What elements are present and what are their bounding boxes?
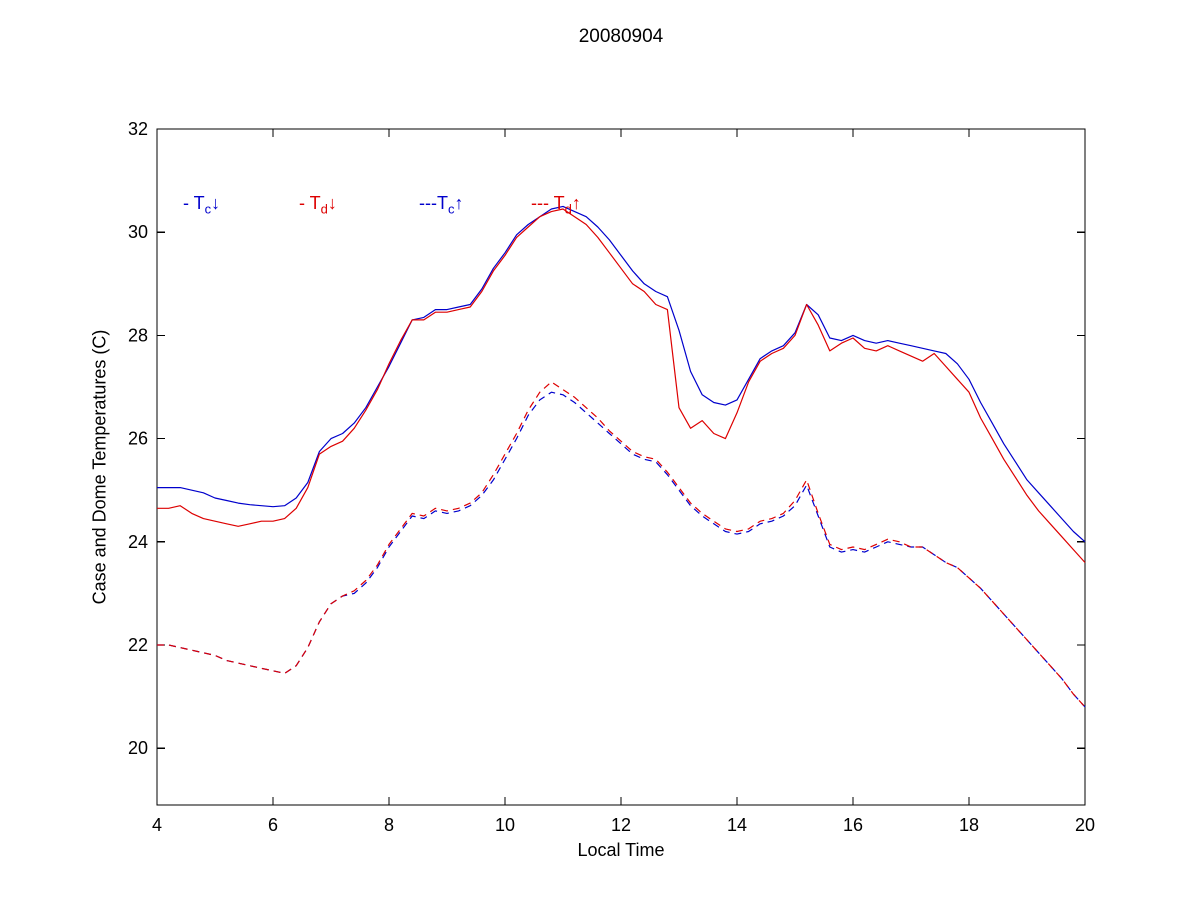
x-tick-label: 18 <box>959 815 979 835</box>
down-arrow-icon: ↓ <box>327 193 337 213</box>
legend-dash: ---T <box>419 193 448 213</box>
y-tick-label: 28 <box>128 325 148 345</box>
x-axis-label: Local Time <box>577 840 665 860</box>
y-tick-label: 30 <box>128 222 148 242</box>
legend-dash: --- T <box>531 193 565 213</box>
y-tick-label: 26 <box>128 429 148 449</box>
x-tick-label: 6 <box>268 815 278 835</box>
legend-subscript: c <box>204 201 212 217</box>
y-tick-label: 24 <box>128 532 148 552</box>
legend-subscript: c <box>447 201 455 217</box>
legend-subscript: d <box>564 201 572 217</box>
y-tick-label: 22 <box>128 635 148 655</box>
series-Td-down-line <box>157 208 1086 563</box>
series-Tc-up-line <box>157 391 1086 708</box>
x-tick-label: 8 <box>384 815 394 835</box>
x-tick-label: 4 <box>152 815 162 835</box>
series-Td-up-line <box>157 381 1086 708</box>
y-axis-label: Case and Dome Temperatures (C) <box>89 329 110 605</box>
axes-box <box>156 128 1086 806</box>
legend-entry-td-down: - Td↓ <box>299 193 337 217</box>
legend-entry-tc-down: - Tc↓ <box>183 193 220 217</box>
down-arrow-icon: ↓ <box>211 193 221 213</box>
up-arrow-icon: ↑ <box>454 193 464 213</box>
x-tick-label: 16 <box>843 815 863 835</box>
legend-subscript: d <box>320 201 328 217</box>
x-tick-label: 20 <box>1075 815 1095 835</box>
chart-title: 20080904 <box>578 26 664 47</box>
x-tick-label: 12 <box>611 815 631 835</box>
y-tick-label: 32 <box>128 119 148 139</box>
legend-dash: - T <box>299 193 321 213</box>
up-arrow-icon: ↑ <box>571 193 581 213</box>
x-tick-label: 14 <box>727 815 747 835</box>
x-tick-label: 10 <box>495 815 515 835</box>
series-Tc-down-line <box>157 205 1086 543</box>
legend-entry-tc-up: ---Tc↑ <box>419 193 463 217</box>
legend-entry-td-up: --- Td↑ <box>531 193 581 217</box>
legend-dash: - T <box>183 193 205 213</box>
y-tick-label: 20 <box>128 738 148 758</box>
